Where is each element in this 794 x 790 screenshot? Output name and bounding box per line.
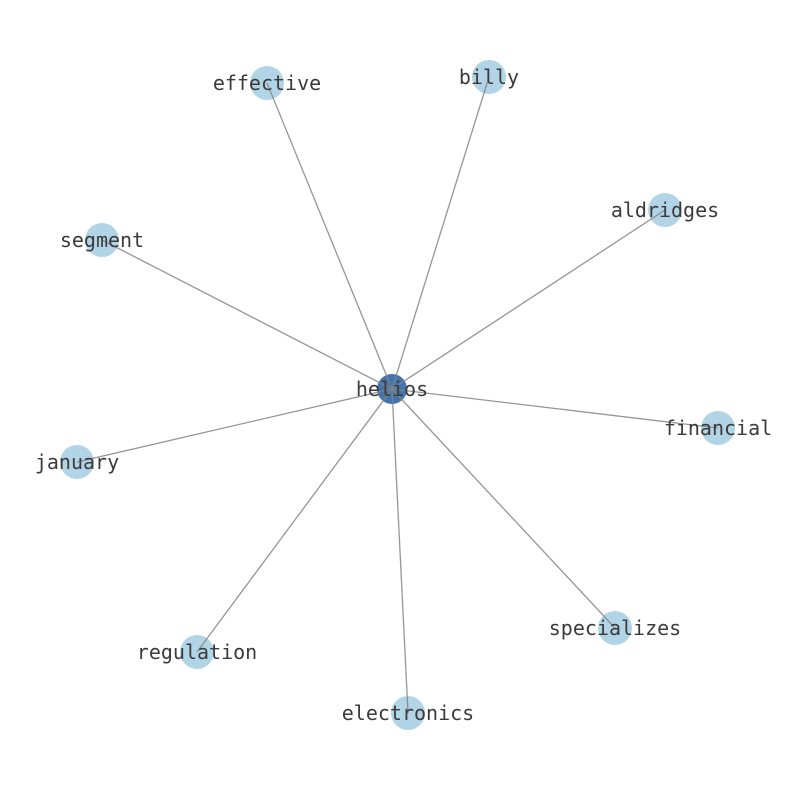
graph-edge-helios-financial — [391, 388, 719, 429]
node-label-effective: effective — [213, 71, 321, 95]
graph-edge-helios-electronics — [391, 388, 409, 714]
node-label-financial: financial — [664, 416, 772, 440]
node-label-billy: billy — [459, 65, 519, 89]
graph-edge-helios-segment — [101, 239, 393, 390]
node-label-helios: helios — [356, 377, 428, 401]
node-label-aldridges: aldridges — [611, 198, 719, 222]
graph-edge-helios-january — [76, 388, 393, 463]
graph-edge-helios-regulation — [196, 388, 393, 653]
node-label-segment: segment — [60, 228, 144, 252]
labels-layer: helios effective billy aldridges segment fina… — [35, 65, 772, 725]
node-label-january: january — [35, 450, 119, 474]
edges-layer — [76, 76, 719, 714]
node-label-regulation: regulation — [137, 640, 257, 664]
node-label-electronics: electronics — [342, 701, 474, 725]
graph-edge-helios-billy — [391, 76, 490, 390]
graph-edge-helios-specializes — [391, 388, 616, 629]
graph-edge-helios-effective — [266, 82, 393, 390]
graph-edge-helios-aldridges — [391, 209, 666, 390]
node-label-specializes: specializes — [549, 616, 681, 640]
